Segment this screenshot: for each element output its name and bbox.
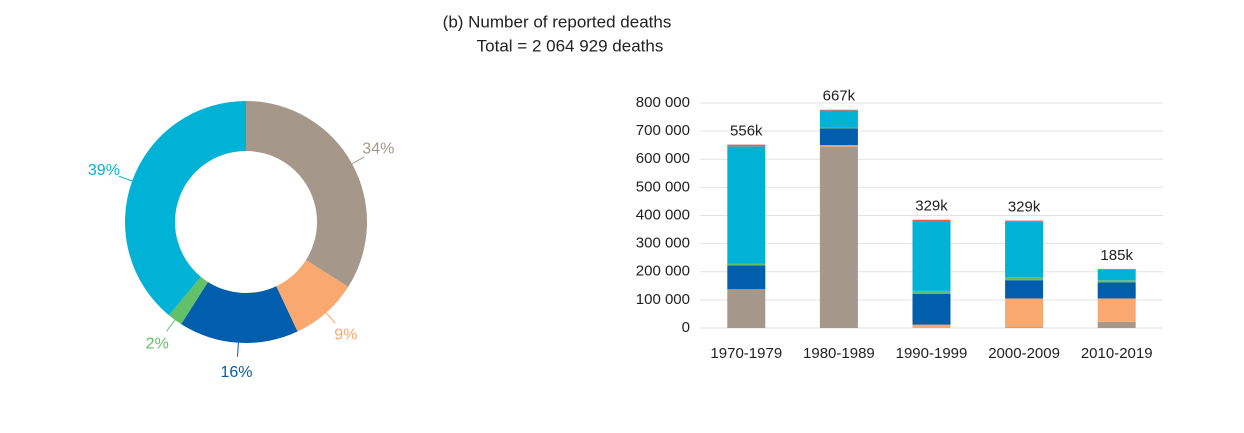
bar-segment [727, 263, 766, 266]
x-tick-label: 2000-2009 [988, 345, 1060, 362]
leader-line [237, 342, 239, 357]
bar-segment [727, 265, 766, 290]
bar-segment [819, 146, 858, 328]
bar-segment [912, 290, 951, 294]
data-label: 39% [88, 162, 120, 179]
bar-segment [1005, 220, 1044, 222]
bar-segment [1097, 298, 1136, 322]
bar-segment [912, 324, 951, 328]
bar-segment [1097, 269, 1136, 281]
bar-annotation: 556k [730, 123, 763, 140]
x-tick-label: 2010-2019 [1081, 345, 1153, 362]
x-tick-label: 1970-1979 [710, 345, 782, 362]
bar-segment [1005, 298, 1044, 328]
pie-slice [246, 101, 367, 287]
leader-line [325, 312, 336, 324]
bar-segment [1005, 277, 1044, 281]
pie-slice [276, 260, 349, 332]
bar-annotation: 185k [1100, 247, 1133, 264]
bar-segment [819, 109, 858, 111]
bar-annotation: 329k [1008, 199, 1041, 216]
data-label: 16% [221, 364, 253, 381]
bar-segment [912, 293, 951, 325]
chart-title: (b) Number of reported deaths [443, 12, 672, 31]
leader-line [118, 175, 133, 182]
pie-slice [168, 276, 208, 325]
x-tick-label: 1980-1989 [803, 345, 875, 362]
x-tick-label: 1990-1999 [896, 345, 968, 362]
bar-segment [819, 128, 858, 146]
leader-line [351, 156, 365, 165]
bar-annotation: 329k [915, 198, 948, 215]
bar-segment [1005, 327, 1044, 328]
chart-subtitle: Total = 2 064 929 deaths [477, 36, 664, 55]
bar-segment [1097, 268, 1136, 270]
y-tick-label: 700 000 [636, 122, 690, 139]
bar-segment [727, 289, 766, 328]
y-tick-label: 200 000 [636, 263, 690, 280]
bar-segment [912, 219, 951, 222]
bar-annotation: 667k [823, 88, 856, 105]
y-tick-label: 500 000 [636, 178, 690, 195]
bar-segment [727, 146, 766, 264]
bar-segment [727, 144, 766, 147]
bar-segment [1097, 280, 1136, 283]
bar-segment [1097, 321, 1136, 328]
y-tick-label: 0 [682, 319, 690, 336]
bar-segment [819, 145, 858, 147]
bar-segment [912, 221, 951, 291]
bar-segment [1005, 280, 1044, 299]
y-tick-label: 300 000 [636, 235, 690, 252]
pie-slice [181, 281, 298, 343]
bar-segment [1005, 221, 1044, 278]
leader-line [166, 319, 176, 332]
y-tick-label: 100 000 [636, 291, 690, 308]
y-tick-label: 800 000 [636, 94, 690, 111]
data-label: 34% [362, 140, 394, 157]
bar-segment [819, 110, 858, 128]
pie-slice [124, 101, 246, 316]
bar-segment [1097, 282, 1136, 299]
y-tick-label: 400 000 [636, 206, 690, 223]
data-label: 2% [146, 335, 169, 352]
data-label: 9% [334, 326, 357, 343]
bar-segment [819, 127, 858, 129]
y-tick-label: 600 000 [636, 150, 690, 167]
